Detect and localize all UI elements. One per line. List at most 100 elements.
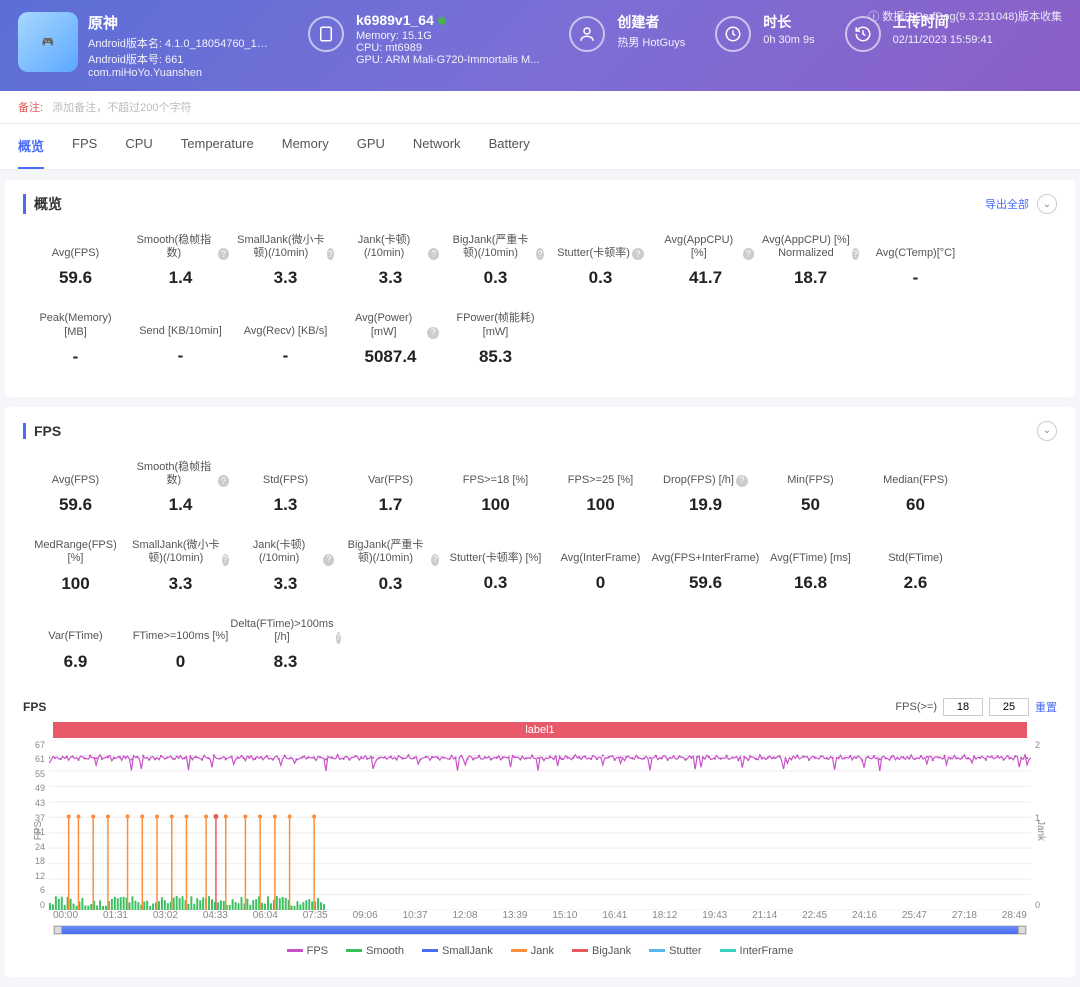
legend-swatch xyxy=(649,949,665,952)
metric-value: 1.4 xyxy=(132,495,229,515)
help-icon[interactable]: ? xyxy=(852,248,859,260)
metric-value: 0.3 xyxy=(447,268,544,288)
metric-label: Avg(Recv) [KB/s] xyxy=(237,312,334,338)
app-version-code: Android版本号: 661 xyxy=(88,51,268,67)
metric-value: 100 xyxy=(27,574,124,594)
metric: FTime>=100ms [%] 0 xyxy=(128,610,233,688)
tab-概览[interactable]: 概览 xyxy=(18,124,44,169)
metric: Avg(Recv) [KB/s] - xyxy=(233,304,338,382)
metric-label: BigJank(严重卡顿)(/10min)? xyxy=(342,539,439,565)
legend-label: SmallJank xyxy=(442,945,493,957)
metric-value: 16.8 xyxy=(762,573,859,593)
tab-battery[interactable]: Battery xyxy=(489,124,530,169)
tab-memory[interactable]: Memory xyxy=(282,124,329,169)
overview-metrics: Avg(FPS)59.6Smooth(稳帧指数)?1.4SmallJank(微小… xyxy=(23,226,1057,383)
metric: Delta(FTime)>100ms [/h]?8.3 xyxy=(233,610,338,688)
metric: Var(FTime)6.9 xyxy=(23,610,128,688)
metric: Avg(AppCPU) [%]?41.7 xyxy=(653,226,758,304)
tab-temperature[interactable]: Temperature xyxy=(181,124,254,169)
help-icon[interactable]: ? xyxy=(323,554,334,566)
metric-label: Smooth(稳帧指数)? xyxy=(132,234,229,260)
help-icon[interactable]: ? xyxy=(743,248,754,260)
metric-label: FPower(帧能耗) [mW] xyxy=(447,312,544,338)
reset-link[interactable]: 重置 xyxy=(1035,699,1057,715)
metric-value: 1.3 xyxy=(237,495,334,515)
legend-label: InterFrame xyxy=(740,945,794,957)
legend-label: BigJank xyxy=(592,945,631,957)
remark-placeholder: 添加备注，不超过200个字符 xyxy=(52,102,191,114)
metric: BigJank(严重卡顿)(/10min)?0.3 xyxy=(338,531,443,609)
legend-swatch xyxy=(422,949,438,952)
metric-value: 0 xyxy=(552,573,649,593)
chart-scrollbar[interactable] xyxy=(53,925,1027,935)
metric: Stutter(卡顿率) [%]0.3 xyxy=(443,531,548,609)
metric-value: 0.3 xyxy=(552,268,649,288)
help-icon[interactable]: ? xyxy=(736,475,748,487)
legend-item[interactable]: Stutter xyxy=(649,945,701,957)
metric-label: Std(FTime) xyxy=(867,539,964,565)
metric-label: Jank(卡顿)(/10min)? xyxy=(237,539,334,565)
help-icon[interactable]: ? xyxy=(336,632,341,644)
metric: Avg(AppCPU) [%] Normalized?18.7 xyxy=(758,226,863,304)
device-cpu: CPU: mt6989 xyxy=(356,42,539,54)
metric-label: Drop(FPS) [/h]? xyxy=(657,461,754,487)
legend-label: Jank xyxy=(531,945,554,957)
metric-value: 85.3 xyxy=(447,347,544,367)
metric: Drop(FPS) [/h]? 19.9 xyxy=(653,453,758,531)
metric: Var(FPS)1.7 xyxy=(338,453,443,531)
metric-label: Stutter(卡顿率)? xyxy=(552,234,649,260)
metric-value: 8.3 xyxy=(237,652,334,672)
remark-bar[interactable]: 备注: 添加备注，不超过200个字符 xyxy=(0,91,1080,124)
clock-icon xyxy=(715,16,751,52)
legend-item[interactable]: Jank xyxy=(511,945,554,957)
collapse-button[interactable]: ⌄ xyxy=(1037,421,1057,441)
metric-value: 100 xyxy=(552,495,649,515)
tab-fps[interactable]: FPS xyxy=(72,124,97,169)
metric: MedRange(FPS)[%]100 xyxy=(23,531,128,609)
help-icon[interactable]: ? xyxy=(427,327,439,339)
metric: Smooth(稳帧指数)?1.4 xyxy=(128,453,233,531)
export-all-link[interactable]: 导出全部 xyxy=(985,196,1029,212)
threshold-input-2[interactable] xyxy=(989,698,1029,716)
user-icon xyxy=(569,16,605,52)
help-icon[interactable]: ? xyxy=(327,248,334,260)
metric-value: - xyxy=(237,346,334,366)
legend-item[interactable]: InterFrame xyxy=(720,945,794,957)
scroll-thumb[interactable] xyxy=(62,926,1026,934)
metric-label: SmallJank(微小卡顿)(/10min)? xyxy=(132,539,229,565)
scroll-handle-left[interactable] xyxy=(54,926,62,934)
help-icon[interactable]: ? xyxy=(431,554,439,566)
y-ticks-right: 210 xyxy=(1035,740,1049,910)
collapse-button[interactable]: ⌄ xyxy=(1037,194,1057,214)
scroll-handle-right[interactable] xyxy=(1018,926,1026,934)
metric-value: 0 xyxy=(132,652,229,672)
help-icon[interactable]: ? xyxy=(218,248,229,260)
legend-item[interactable]: SmallJank xyxy=(422,945,493,957)
metric-value: 2.6 xyxy=(867,573,964,593)
metric: Avg(CTemp)[°C]- xyxy=(863,226,968,304)
fps-panel: FPS ⌄ Avg(FPS)59.6Smooth(稳帧指数)?1.4Std(FP… xyxy=(5,407,1075,977)
legend-item[interactable]: BigJank xyxy=(572,945,631,957)
metric-value: 19.9 xyxy=(657,495,754,515)
legend-item[interactable]: Smooth xyxy=(346,945,404,957)
tab-gpu[interactable]: GPU xyxy=(357,124,385,169)
metric-value: 59.6 xyxy=(27,268,124,288)
metric-value: 41.7 xyxy=(657,268,754,288)
help-icon[interactable]: ? xyxy=(428,248,439,260)
help-icon[interactable]: ? xyxy=(632,248,644,260)
help-icon[interactable]: ? xyxy=(536,248,544,260)
tab-cpu[interactable]: CPU xyxy=(125,124,152,169)
metric-label: Avg(InterFrame) xyxy=(552,539,649,565)
metric-label: Send [KB/10min] xyxy=(132,312,229,338)
upload-value: 02/11/2023 15:59:41 xyxy=(893,34,993,46)
fps-chart[interactable]: FPS Jank 6761554943373124181260 210 xyxy=(49,740,1031,910)
metric-label: FTime>=100ms [%] xyxy=(132,618,229,644)
legend-item[interactable]: FPS xyxy=(287,945,328,957)
duration-value: 0h 30m 9s xyxy=(763,34,814,46)
device-name: k6989v1_64 xyxy=(356,12,434,28)
threshold-input-1[interactable] xyxy=(943,698,983,716)
tab-network[interactable]: Network xyxy=(413,124,461,169)
help-icon[interactable]: ? xyxy=(222,554,229,566)
metric-label: Min(FPS) xyxy=(762,461,859,487)
help-icon[interactable]: ? xyxy=(218,475,229,487)
